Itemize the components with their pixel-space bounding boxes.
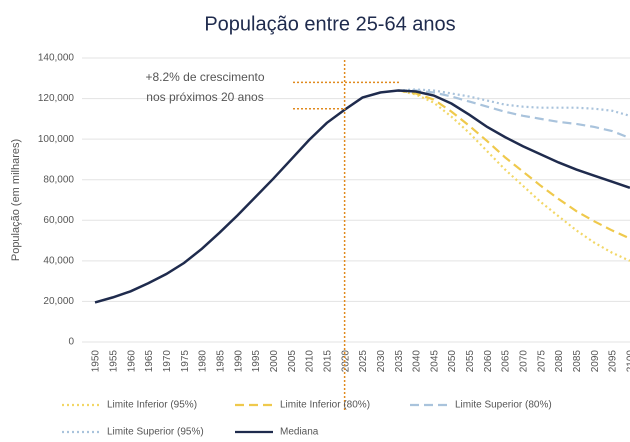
x-tick-label: 1995 — [251, 350, 262, 373]
y-tick-label: 100,000 — [38, 134, 75, 145]
x-tick-label: 2050 — [447, 350, 458, 373]
x-tick-label: 2095 — [608, 350, 619, 373]
legend-label: Limite Inferior (95%) — [107, 400, 197, 411]
legend-label: Limite Superior (95%) — [107, 427, 204, 437]
x-tick-label: 2085 — [572, 350, 583, 373]
series-line — [398, 89, 630, 140]
x-tick-label: 1960 — [126, 350, 137, 373]
x-tick-label: 1970 — [162, 350, 173, 373]
series-line — [94, 89, 630, 304]
x-tick-label: 1975 — [180, 350, 191, 373]
x-tick-label: 2020 — [340, 350, 351, 373]
x-tick-label: 1965 — [144, 350, 155, 373]
y-tick-label: 40,000 — [43, 255, 74, 266]
x-tick-label: 2040 — [412, 350, 423, 373]
y-tick-label: 120,000 — [38, 93, 75, 104]
x-tick-label: 2070 — [519, 350, 530, 373]
x-tick-label: 2025 — [358, 350, 369, 373]
x-tick-label: 1980 — [198, 350, 209, 373]
x-tick-label: 2045 — [429, 350, 440, 373]
x-tick-label: 2015 — [322, 350, 333, 373]
x-tick-label: 1955 — [108, 350, 119, 373]
x-tick-label: 2075 — [536, 350, 547, 373]
x-tick-label: 1950 — [91, 350, 102, 373]
chart-title: População entre 25-64 anos — [204, 13, 455, 35]
y-axis-label: População (em milhares) — [10, 139, 22, 261]
x-tick-label: 2055 — [465, 350, 476, 373]
x-tick-label: 2000 — [269, 350, 280, 373]
legend-label: Limite Inferior (80%) — [280, 400, 370, 411]
x-tick-label: 1985 — [215, 350, 226, 373]
series-line — [397, 89, 630, 240]
x-tick-label: 2010 — [305, 350, 316, 373]
x-tick-label: 2060 — [483, 350, 494, 373]
x-tick-label: 2090 — [590, 350, 601, 373]
series-line — [397, 89, 630, 262]
x-tick-label: 2080 — [554, 350, 565, 373]
x-tick-label: 2100 — [626, 350, 630, 373]
x-tick-label: 2005 — [287, 350, 298, 373]
y-tick-label: 60,000 — [43, 215, 74, 226]
y-tick-label: 140,000 — [38, 53, 75, 64]
x-tick-label: 2035 — [394, 350, 405, 373]
x-tick-label: 2065 — [501, 350, 512, 373]
annotation-text: +8.2% de crescimento — [145, 70, 264, 84]
annotation-text: nos próximos 20 anos — [146, 90, 263, 104]
y-tick-label: 20,000 — [43, 296, 74, 307]
x-tick-label: 2030 — [376, 350, 387, 373]
y-tick-label: 0 — [68, 337, 74, 348]
legend-label: Mediana — [280, 427, 319, 437]
legend-label: Limite Superior (80%) — [455, 400, 552, 411]
y-tick-label: 80,000 — [43, 174, 74, 185]
x-tick-label: 1990 — [233, 350, 244, 373]
